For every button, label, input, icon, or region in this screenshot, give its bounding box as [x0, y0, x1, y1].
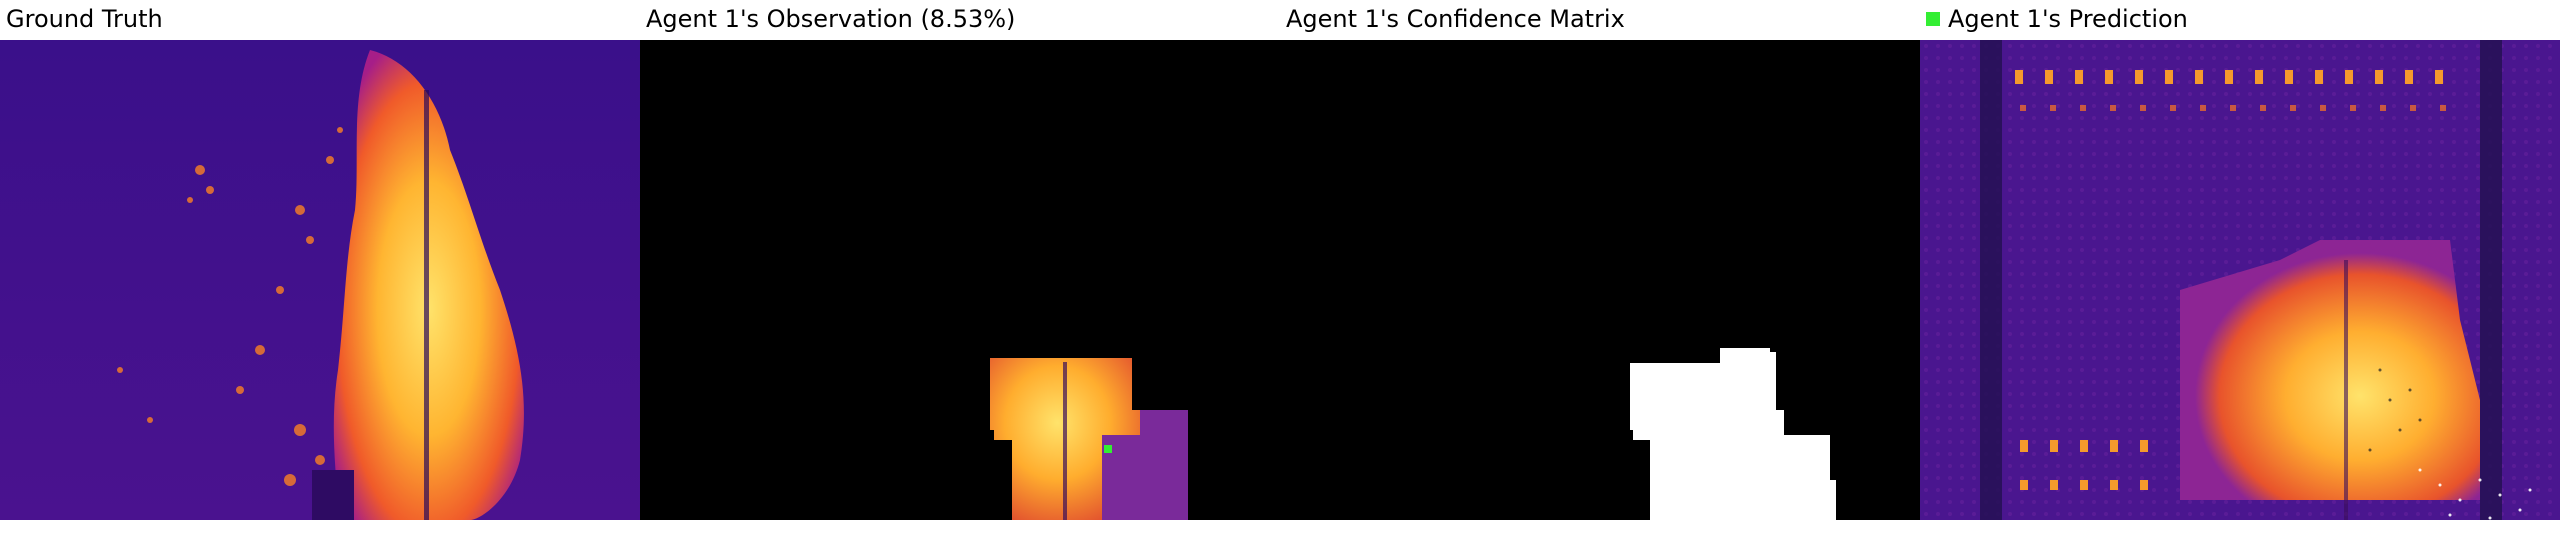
- legend-swatch-icon: [1926, 12, 1940, 26]
- panel-ground-truth: Ground Truth: [0, 0, 640, 560]
- panel-title-prediction: Agent 1's Prediction: [1926, 2, 2188, 36]
- observation-image: [640, 40, 1280, 520]
- panel-observation: Agent 1's Observation (8.53%): [640, 0, 1280, 560]
- panel-confidence: Agent 1's Confidence Matrix: [1280, 0, 1920, 560]
- prediction-image: [1920, 40, 2560, 520]
- legend-label: Agent 1's Prediction: [1948, 5, 2188, 33]
- panel-title-confidence: Agent 1's Confidence Matrix: [1286, 5, 1625, 33]
- agent-marker-icon: [1104, 445, 1112, 453]
- panel-prediction: Agent 1's Prediction: [1920, 0, 2560, 560]
- panel-title-ground-truth: Ground Truth: [6, 5, 163, 33]
- panel-title-observation: Agent 1's Observation (8.53%): [646, 5, 1016, 33]
- ground-truth-image: [0, 40, 640, 520]
- confidence-matrix-image: [1280, 40, 1920, 520]
